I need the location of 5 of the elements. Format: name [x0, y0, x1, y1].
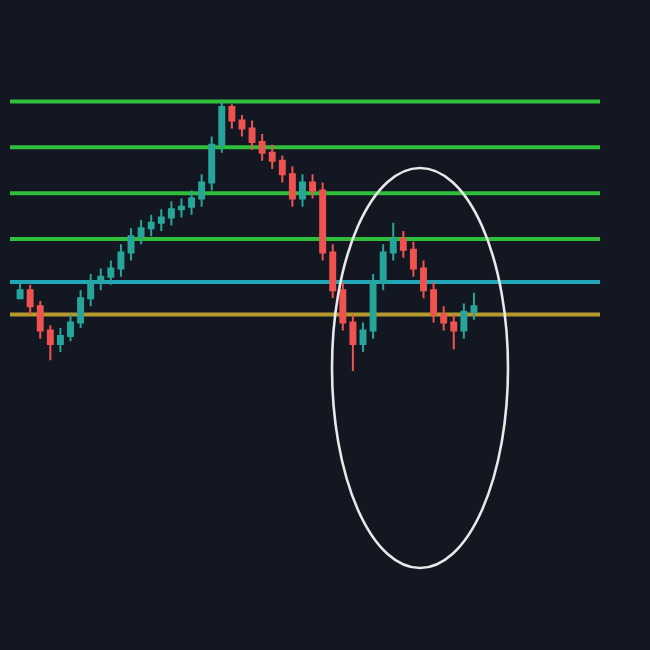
candlestick	[228, 103, 236, 130]
candlestick	[238, 114, 246, 138]
candlestick	[16, 281, 24, 300]
candlestick	[299, 173, 306, 208]
candlestick	[359, 321, 367, 354]
